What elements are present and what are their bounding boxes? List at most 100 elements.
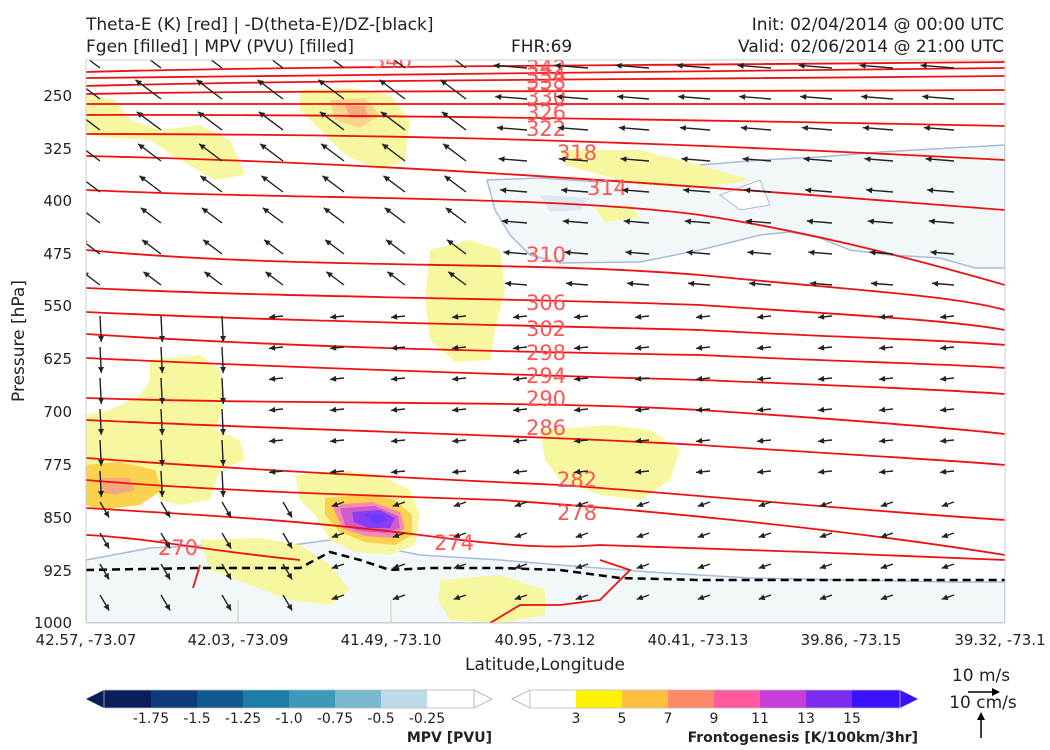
wind-vector-head — [321, 143, 328, 150]
wind-vector-head — [269, 437, 276, 444]
wind-vector-head — [391, 437, 398, 444]
wind-vector-head — [380, 111, 388, 118]
mpv-tick-label: -0.25 — [409, 711, 445, 727]
wind-vector-head — [940, 437, 947, 444]
fgen-colorbar: 3 5 7 9 11 13 15 Frontogenesis [K/100km/… — [510, 689, 918, 746]
wind-vector-head — [199, 143, 206, 150]
fhr-label: FHR:69 — [511, 37, 573, 57]
wind-vector-head — [681, 156, 688, 163]
wind-vector-head — [498, 156, 505, 163]
wind-vector-head — [203, 239, 210, 246]
wind-vector-head — [318, 79, 326, 86]
wind-vector-head — [925, 156, 932, 163]
wind-vector-head — [448, 271, 455, 278]
wind-vector-head — [574, 437, 581, 444]
wind-vector-head — [940, 313, 947, 320]
theta-e-label: 298 — [526, 341, 566, 365]
wind-vector-head — [98, 490, 104, 497]
wind-vector-head — [443, 143, 450, 150]
wind-vector — [210, 60, 223, 69]
x-tick-label: 42.03, -73.09 — [188, 631, 289, 649]
wind-vector-head — [757, 375, 764, 382]
wind-vector-head — [635, 313, 642, 320]
fgen-tick-label: 3 — [572, 711, 581, 727]
wind-vector-head — [225, 510, 232, 518]
wind-vector-head — [103, 572, 110, 580]
fgen-tick-label: 7 — [664, 711, 673, 727]
wind-vector-head — [86, 208, 87, 210]
wind-vector-head — [269, 468, 276, 475]
wind-vector — [86, 180, 101, 193]
wind-vector-head — [103, 603, 110, 611]
wind-vector — [86, 87, 101, 100]
wind-vector — [86, 211, 101, 224]
wind-vector-head — [620, 156, 627, 163]
valid-time: Valid: 02/06/2014 @ 21:00 UTC — [738, 37, 1004, 57]
wind-vector-head — [261, 175, 269, 182]
mpv-tick-label: -0.75 — [317, 711, 353, 727]
wind-vector-head — [930, 249, 937, 256]
wind-vector-head — [927, 187, 934, 194]
theta-e-labels: 340 342 338 334 330 326 322 318 314 310 … — [158, 60, 627, 560]
fgen-tick-label: 13 — [797, 711, 815, 727]
wind-vector-head — [757, 344, 764, 351]
wind-vector-head — [818, 375, 825, 382]
wind-vector-head — [514, 532, 522, 539]
wind-vector-head — [819, 594, 827, 601]
wind-vector-head — [220, 490, 226, 497]
wind-vector-head — [331, 594, 339, 601]
wind-vector-head — [286, 510, 293, 518]
wind-vector-head — [452, 344, 459, 351]
wind-vector-head — [317, 48, 324, 54]
wind-vector-head — [635, 375, 642, 382]
init-time: Init: 02/04/2014 @ 00:00 UTC — [751, 15, 1004, 35]
y-tick-label: 475 — [43, 245, 72, 263]
wind-vector-head — [440, 79, 448, 86]
wind-vector-head — [810, 280, 817, 287]
x-axis-title: Latitude,Longitude — [465, 655, 625, 675]
wind-vector-head — [617, 93, 624, 100]
theta-e-label: 274 — [434, 531, 474, 555]
wind-vector-head — [805, 187, 812, 194]
wind-vector-head — [386, 239, 393, 246]
wind-vector-head — [758, 594, 766, 601]
wind-vector-head — [678, 93, 685, 100]
mpv-tick-label: -1.75 — [133, 711, 169, 727]
x-tick-label: 41.49, -73.10 — [341, 631, 442, 649]
wind-vector-head — [818, 344, 825, 351]
wind-vector-head — [452, 437, 459, 444]
wind-vector-head — [331, 532, 339, 539]
wind-vector-head — [384, 207, 392, 214]
wind-vector-head — [76, 112, 83, 118]
wind-vector-head — [757, 437, 764, 444]
wind-vector-head — [879, 375, 886, 382]
wind-vector-head — [615, 62, 622, 69]
wind-vector — [86, 118, 101, 131]
fgen-tick-label: 11 — [751, 711, 769, 727]
wind-vector-head — [493, 62, 500, 69]
wind-vector-head — [574, 468, 581, 475]
title-line-1: Theta-E (K) [red] | -D(theta-E)/DZ-[blac… — [86, 15, 434, 35]
wind-vector-head — [391, 468, 398, 475]
wind-vector-head — [819, 532, 827, 539]
y-tick-label: 325 — [43, 140, 72, 158]
wind-vector-head — [330, 375, 337, 382]
theta-e-label: 270 — [158, 536, 198, 560]
wind-vector-head — [322, 175, 330, 182]
wind-vector-head — [496, 125, 504, 132]
wind-vector-head — [867, 218, 874, 225]
wind-vector-head — [574, 375, 581, 382]
wind-vector-head — [801, 125, 809, 132]
wind-vector-head — [513, 468, 520, 475]
fgen-colorbar-title: Frontogenesis [K/100km/3hr] — [688, 730, 918, 746]
wind-vector-head — [392, 563, 400, 570]
wind-vector-head — [98, 366, 104, 373]
wind-vector-head — [103, 541, 110, 549]
theta-e-label: 290 — [526, 387, 566, 411]
mpv-tick-label: -0.5 — [367, 711, 394, 727]
wind-vector-head — [575, 501, 583, 508]
wind-vector — [393, 60, 406, 69]
fgen-tick-label: 15 — [843, 711, 861, 727]
theta-e-label: 286 — [526, 416, 566, 440]
theta-e-label: 310 — [526, 243, 566, 267]
